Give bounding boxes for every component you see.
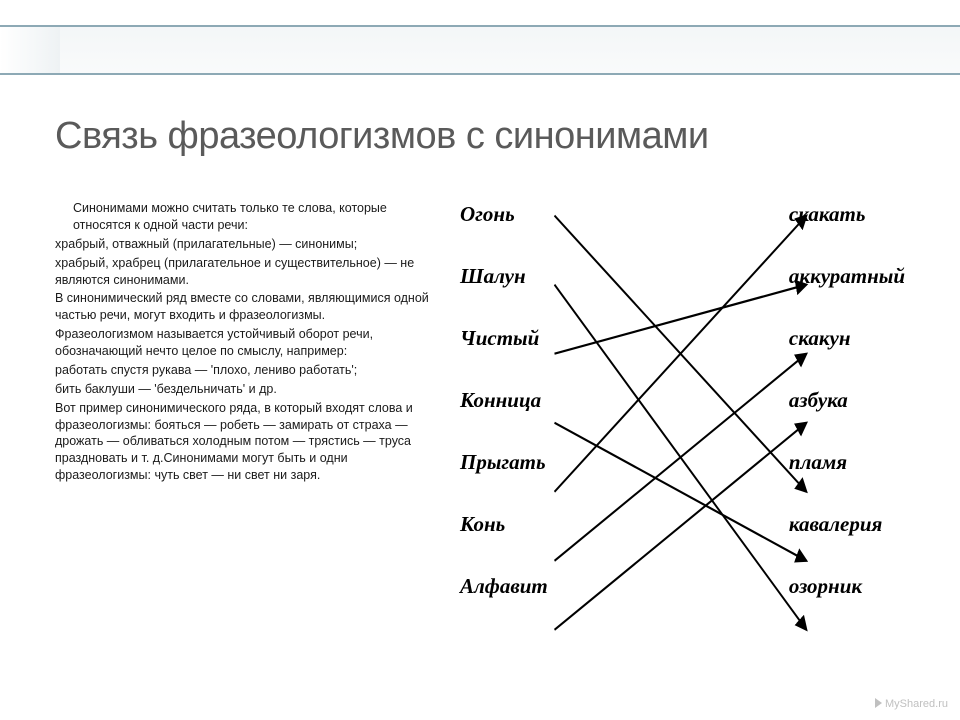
left-word: Конь	[460, 510, 548, 572]
right-word-list: скакатьаккуратныйскакуназбукапламякавале…	[789, 200, 905, 634]
paragraph-8: Вот пример синонимического ряда, в котор…	[55, 400, 445, 484]
paragraph-2: храбрый, отважный (прилагательные) — син…	[55, 236, 445, 253]
header-band-main	[60, 25, 960, 75]
paragraph-3: храбрый, храбрец (прилагательное и сущес…	[55, 255, 445, 289]
right-word: скакун	[789, 324, 905, 386]
left-word: Конница	[460, 386, 548, 448]
paragraph-intro: Синонимами можно считать только те слова…	[55, 200, 445, 234]
paragraph-7: бить баклуши — 'бездельничать' и др.	[55, 381, 445, 398]
paragraph-5: Фразеологизмом называется устойчивый обо…	[55, 326, 445, 360]
left-word: Чистый	[460, 324, 548, 386]
watermark: MyShared.ru	[875, 698, 948, 710]
header-band-left	[0, 25, 60, 75]
left-word: Алфавит	[460, 572, 548, 634]
play-icon	[875, 698, 882, 708]
right-word: скакать	[789, 200, 905, 262]
right-word: кавалерия	[789, 510, 905, 572]
left-word-list: ОгоньШалунЧистыйКонницаПрыгатьКоньАлфави…	[460, 200, 548, 634]
left-word: Прыгать	[460, 448, 548, 510]
left-word: Огонь	[460, 200, 548, 262]
paragraph-4: В синонимический ряд вместе со словами, …	[55, 290, 445, 324]
left-word: Шалун	[460, 262, 548, 324]
matching-diagram: ОгоньШалунЧистыйКонницаПрыгатьКоньАлфави…	[460, 200, 910, 690]
content-area: Синонимами можно считать только те слова…	[55, 200, 910, 690]
slide-title: Связь фразеологизмов с синонимами	[55, 115, 709, 158]
right-word: пламя	[789, 448, 905, 510]
right-word: аккуратный	[789, 262, 905, 324]
right-word: озорник	[789, 572, 905, 634]
text-column: Синонимами можно считать только те слова…	[55, 200, 445, 690]
paragraph-6: работать спустя рукава — 'плохо, лениво …	[55, 362, 445, 379]
right-word: азбука	[789, 386, 905, 448]
